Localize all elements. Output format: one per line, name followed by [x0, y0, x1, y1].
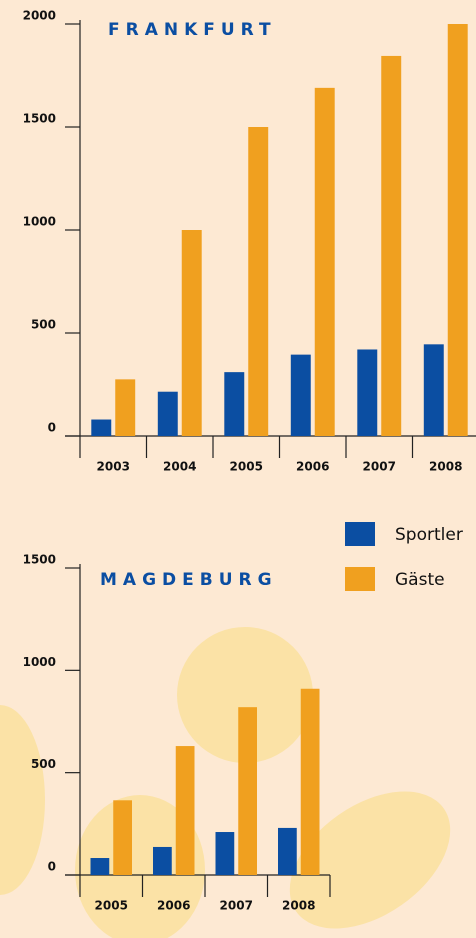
- x-tick-label: 2008: [429, 460, 462, 474]
- bar: [91, 420, 111, 436]
- y-tick-label: 2000: [23, 9, 56, 23]
- legend-label: Gäste: [395, 570, 445, 590]
- x-tick-label: 2005: [95, 899, 128, 913]
- bar: [176, 746, 195, 875]
- x-tick-label: 2005: [230, 460, 263, 474]
- bar: [216, 832, 235, 875]
- x-tick-label: 2008: [282, 899, 315, 913]
- bar: [278, 828, 297, 875]
- y-tick-label: 1000: [23, 215, 56, 229]
- y-tick-label: 500: [31, 757, 56, 771]
- bar: [248, 127, 268, 436]
- chart: Sportler Gäste FRANKFURT 0 500 1000 1500 2000…: [0, 0, 476, 938]
- legend-swatch: [345, 567, 375, 591]
- bar: [224, 372, 244, 436]
- bar: [291, 355, 311, 436]
- bar: [91, 858, 110, 875]
- y-tick-label: 1500: [23, 553, 56, 567]
- x-tick-label: 2003: [97, 460, 130, 474]
- y-tick-label: 0: [48, 860, 56, 874]
- y-tick-label: 0: [48, 421, 56, 435]
- page: Sportler Gäste FRANKFURT 0 500 1000 1500 2000…: [0, 0, 476, 938]
- bar: [448, 24, 468, 436]
- legend-swatch: [345, 522, 375, 546]
- bar: [315, 88, 335, 436]
- chart-title: MAGDEBURG: [100, 570, 278, 590]
- bar: [113, 800, 132, 875]
- bar: [153, 847, 172, 875]
- bar: [357, 349, 377, 436]
- bar: [381, 56, 401, 436]
- x-tick-label: 2006: [157, 899, 190, 913]
- x-tick-label: 2004: [163, 460, 196, 474]
- bar: [182, 230, 202, 436]
- y-tick-label: 1500: [23, 112, 56, 126]
- y-tick-label: 1000: [23, 655, 56, 669]
- x-tick-label: 2007: [220, 899, 253, 913]
- legend-label: Sportler: [395, 525, 463, 545]
- bar: [115, 379, 135, 436]
- bar: [158, 392, 178, 436]
- bar: [238, 707, 257, 875]
- bar: [301, 689, 320, 875]
- y-tick-label: 500: [31, 318, 56, 332]
- x-tick-label: 2006: [296, 460, 329, 474]
- bar: [424, 344, 444, 436]
- chart-title: FRANKFURT: [108, 20, 277, 40]
- x-tick-label: 2007: [363, 460, 396, 474]
